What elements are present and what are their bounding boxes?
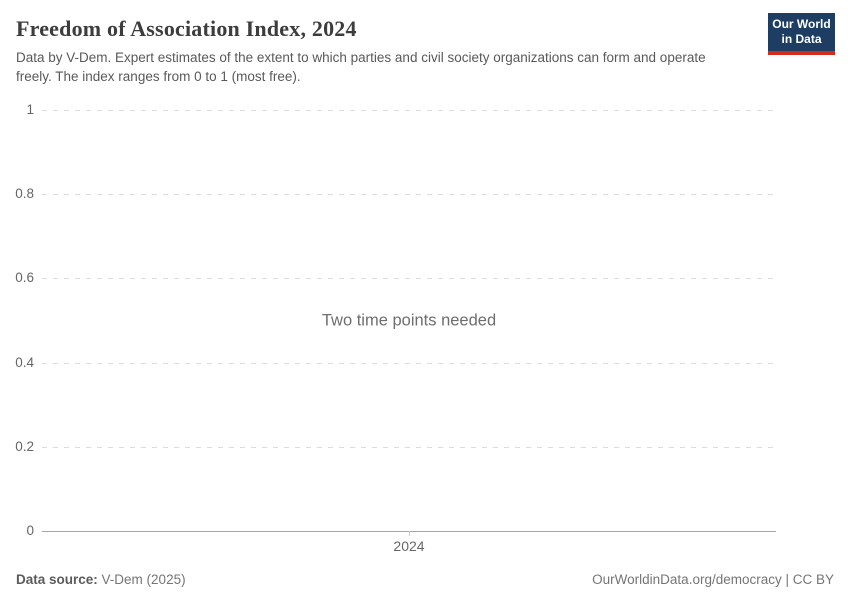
- x-axis-tick-label: 2024: [393, 538, 425, 554]
- y-axis-tick-label: 1: [26, 102, 34, 117]
- y-axis-tick-label: 0: [26, 523, 34, 538]
- y-gridline: [42, 110, 776, 111]
- data-source-label: Data source:: [16, 572, 98, 587]
- x-axis-tick-mark: [409, 531, 410, 536]
- y-axis-tick-label: 0.8: [15, 186, 34, 202]
- data-source-value: V-Dem (2025): [101, 572, 186, 587]
- chart-subtitle: Data by V-Dem. Expert estimates of the e…: [16, 50, 706, 84]
- y-gridline: [42, 278, 776, 280]
- y-axis-tick-label: 0.4: [15, 354, 34, 370]
- y-axis-tick-label: 0.2: [15, 438, 34, 454]
- license-url-note[interactable]: OurWorldinData.org/democracy | CC BY: [592, 572, 834, 587]
- chart-footer: Data source: V-Dem (2025) OurWorldinData…: [16, 572, 834, 587]
- y-gridline: [42, 362, 776, 364]
- empty-chart-message: Two time points needed: [321, 311, 497, 329]
- owid-logo-line1: Our World: [772, 17, 831, 31]
- owid-logo[interactable]: Our World in Data: [768, 13, 835, 55]
- data-source-note: Data source: V-Dem (2025): [16, 572, 186, 587]
- owid-logo-line2: in Data: [781, 32, 822, 47]
- chart-header: Freedom of Association Index, 2024 Data …: [16, 16, 750, 86]
- y-gridline: [42, 194, 776, 196]
- y-axis-tick-label: 0.6: [15, 270, 34, 286]
- y-gridline: [42, 446, 776, 448]
- plot-area: 1 0.8 0.6 0.4 0.2 0 2024 Two time points…: [15, 102, 776, 554]
- chart-title: Freedom of Association Index, 2024: [16, 16, 357, 41]
